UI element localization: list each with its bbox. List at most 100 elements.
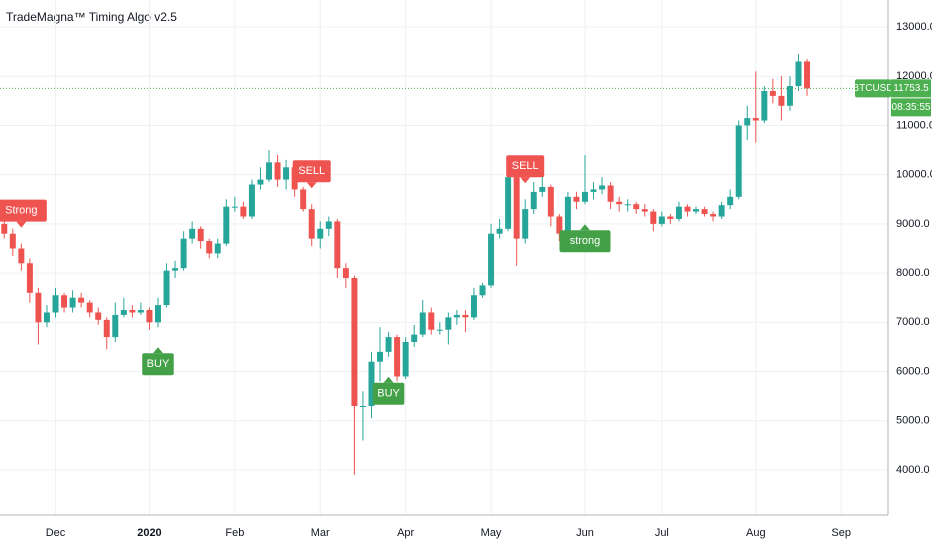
candle-body — [9, 233, 16, 249]
signal-box — [292, 160, 331, 183]
candle-body — [231, 206, 238, 208]
y-tick-label: 9000.0 — [896, 218, 930, 230]
signal-text: SELL — [298, 165, 325, 177]
candle-body — [556, 216, 563, 234]
price-tag-box — [891, 79, 931, 98]
candle-body — [394, 337, 401, 377]
candle-body — [368, 361, 375, 406]
candle-body — [650, 211, 657, 224]
candle-body — [624, 204, 631, 206]
candle-body — [146, 310, 153, 323]
signal-box — [372, 382, 405, 405]
candle-body — [488, 233, 495, 286]
candle-body — [479, 285, 486, 296]
x-tick-label: Feb — [225, 527, 244, 539]
candle-body — [129, 310, 136, 313]
candle-body — [718, 205, 725, 217]
candle-body — [197, 228, 204, 242]
candle-body — [43, 312, 50, 323]
candle-body — [95, 312, 102, 320]
candle-body — [522, 209, 529, 239]
candle-body — [317, 228, 324, 239]
candle-body — [804, 61, 811, 89]
candle-body — [206, 241, 213, 254]
signal-text: BUY — [147, 358, 170, 370]
candle-body — [786, 86, 793, 106]
candle-body — [778, 95, 785, 106]
signal-box — [506, 155, 545, 178]
candle-body — [744, 118, 751, 126]
y-tick-label: 12000.0 — [896, 70, 932, 82]
price-label: 11753.5 — [893, 83, 929, 94]
grid — [0, 0, 888, 515]
candle-body — [1, 223, 8, 234]
signal-box — [559, 230, 611, 253]
candle-body — [189, 228, 196, 239]
signal-text: Strong — [5, 204, 37, 216]
candle-body — [530, 191, 537, 210]
signal-label: SELL — [506, 155, 545, 184]
countdown-box — [891, 98, 931, 117]
candle-body — [599, 185, 606, 190]
candle-body — [641, 209, 648, 212]
signal-pointer — [306, 182, 317, 189]
candle-body — [359, 405, 366, 407]
signal-pointer — [152, 347, 163, 354]
candle-body — [564, 196, 571, 234]
signal-text: strong — [570, 235, 601, 247]
y-tick-label: 6000.0 — [896, 365, 930, 377]
candle-body — [26, 263, 33, 293]
x-tick-label: May — [481, 527, 502, 539]
candle-body — [402, 342, 409, 377]
candle-body — [342, 268, 349, 279]
candle-body — [325, 221, 332, 229]
candle-body — [445, 317, 452, 330]
candle-body — [283, 167, 290, 180]
chart-title: TradeMagna™ Timing Algo v2.5 — [6, 10, 177, 24]
y-tick-label: 13000.0 — [896, 21, 932, 33]
y-tick-label: 4000.0 — [896, 464, 930, 476]
signal-label: SELL — [292, 160, 331, 189]
candle-body — [163, 270, 170, 306]
x-tick-label: Dec — [46, 527, 66, 539]
candle-body — [240, 206, 247, 217]
x-tick-label: Apr — [397, 527, 414, 539]
candle-body — [52, 295, 59, 313]
candle-body — [428, 312, 435, 330]
candle-body — [351, 278, 358, 406]
y-tick-label: 10000.0 — [896, 169, 932, 181]
candle-body — [496, 228, 503, 234]
x-tick-label: Jul — [655, 527, 669, 539]
candle-body — [120, 310, 127, 315]
signal-text: BUY — [377, 388, 400, 400]
candle-body — [223, 206, 230, 244]
candle-body — [411, 334, 418, 343]
candle-body — [735, 125, 742, 197]
candle-body — [180, 238, 187, 269]
candle-body — [769, 91, 776, 96]
candle-body — [266, 162, 272, 180]
candle-body — [470, 295, 477, 318]
candle-body — [684, 206, 691, 212]
candle-body — [419, 312, 426, 335]
candle-body — [573, 196, 580, 202]
signal-box — [142, 353, 174, 376]
candle-body — [453, 314, 460, 318]
x-tick-label: Sep — [831, 527, 851, 539]
candle-body — [61, 295, 68, 308]
signal-pointer — [579, 224, 590, 231]
candle-body — [35, 292, 42, 323]
candle-body — [505, 177, 512, 229]
candle-body — [539, 186, 546, 192]
candle-body — [616, 201, 623, 205]
x-tick-label: Mar — [311, 527, 330, 539]
signal-label: Strong — [0, 199, 47, 228]
candle-body — [607, 185, 614, 202]
x-tick-label: Aug — [746, 527, 766, 539]
candle-body — [308, 209, 315, 239]
x-tick-label: Jun — [576, 527, 594, 539]
symbol-tag — [855, 79, 891, 98]
candle-body — [248, 184, 255, 217]
signal-label: BUY — [372, 376, 405, 405]
